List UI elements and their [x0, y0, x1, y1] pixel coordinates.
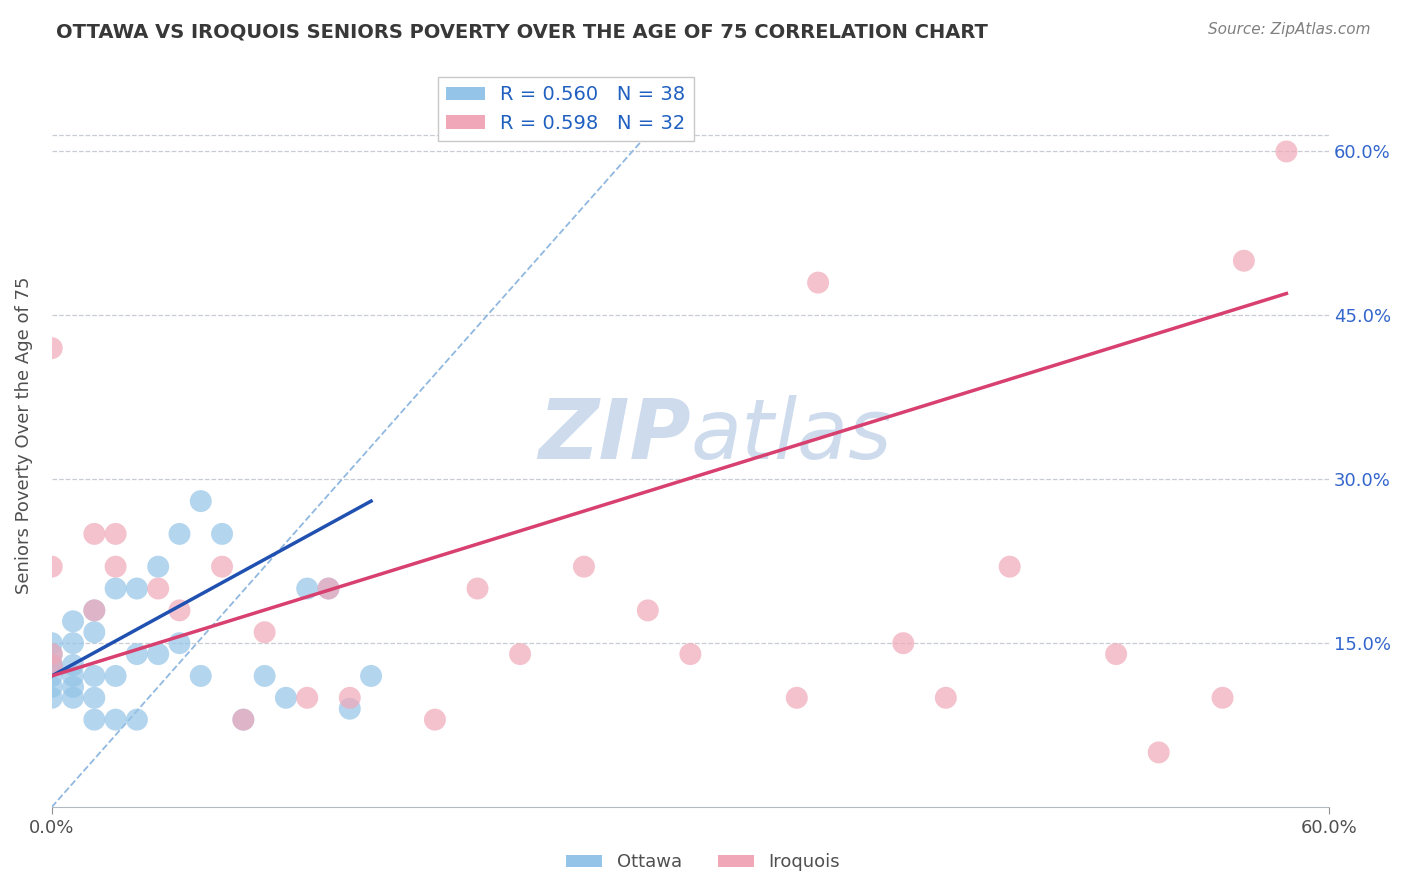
Point: [41, 658, 63, 673]
Point: [1212, 690, 1234, 705]
Point: [83, 603, 105, 617]
Point: [423, 713, 446, 727]
Text: atlas: atlas: [690, 395, 891, 476]
Point: [1105, 647, 1128, 661]
Point: [148, 582, 170, 596]
Point: [83, 690, 105, 705]
Legend: Ottawa, Iroquois: Ottawa, Iroquois: [558, 847, 848, 879]
Point: [339, 702, 361, 716]
Point: [62, 636, 84, 650]
Point: [83, 713, 105, 727]
Point: [41, 658, 63, 673]
Point: [786, 690, 808, 705]
Point: [41, 559, 63, 574]
Point: [318, 582, 340, 596]
Point: [125, 713, 148, 727]
Point: [41, 636, 63, 650]
Point: [998, 559, 1021, 574]
Point: [62, 690, 84, 705]
Point: [935, 690, 957, 705]
Point: [891, 636, 914, 650]
Point: [104, 582, 127, 596]
Point: [169, 636, 191, 650]
Point: [62, 615, 84, 629]
Point: [339, 690, 361, 705]
Point: [62, 658, 84, 673]
Point: [83, 603, 105, 617]
Point: [41, 669, 63, 683]
Point: [104, 527, 127, 541]
Point: [318, 582, 340, 596]
Point: [125, 582, 148, 596]
Point: [41, 690, 63, 705]
Point: [232, 713, 254, 727]
Point: [274, 690, 297, 705]
Point: [295, 582, 318, 596]
Point: [148, 647, 170, 661]
Point: [1233, 253, 1256, 268]
Point: [169, 603, 191, 617]
Point: [1147, 746, 1170, 760]
Point: [295, 690, 318, 705]
Point: [125, 647, 148, 661]
Point: [41, 647, 63, 661]
Point: [572, 559, 595, 574]
Y-axis label: Seniors Poverty Over the Age of 75: Seniors Poverty Over the Age of 75: [15, 277, 32, 594]
Point: [169, 527, 191, 541]
Point: [807, 276, 830, 290]
Point: [232, 713, 254, 727]
Point: [41, 341, 63, 355]
Point: [679, 647, 702, 661]
Point: [62, 680, 84, 694]
Point: [509, 647, 531, 661]
Point: [253, 669, 276, 683]
Point: [83, 625, 105, 640]
Point: [360, 669, 382, 683]
Point: [253, 625, 276, 640]
Point: [104, 669, 127, 683]
Point: [211, 527, 233, 541]
Text: OTTAWA VS IROQUOIS SENIORS POVERTY OVER THE AGE OF 75 CORRELATION CHART: OTTAWA VS IROQUOIS SENIORS POVERTY OVER …: [56, 22, 988, 41]
Point: [83, 527, 105, 541]
Point: [104, 713, 127, 727]
Point: [148, 559, 170, 574]
Point: [190, 494, 212, 508]
Point: [41, 680, 63, 694]
Legend: R = 0.560   N = 38, R = 0.598   N = 32: R = 0.560 N = 38, R = 0.598 N = 32: [439, 78, 693, 141]
Point: [41, 658, 63, 673]
Point: [1275, 145, 1298, 159]
Point: [467, 582, 489, 596]
Point: [41, 647, 63, 661]
Point: [104, 559, 127, 574]
Point: [190, 669, 212, 683]
Text: Source: ZipAtlas.com: Source: ZipAtlas.com: [1208, 22, 1371, 37]
Point: [62, 669, 84, 683]
Point: [83, 669, 105, 683]
Point: [211, 559, 233, 574]
Text: ZIP: ZIP: [537, 395, 690, 476]
Point: [637, 603, 659, 617]
